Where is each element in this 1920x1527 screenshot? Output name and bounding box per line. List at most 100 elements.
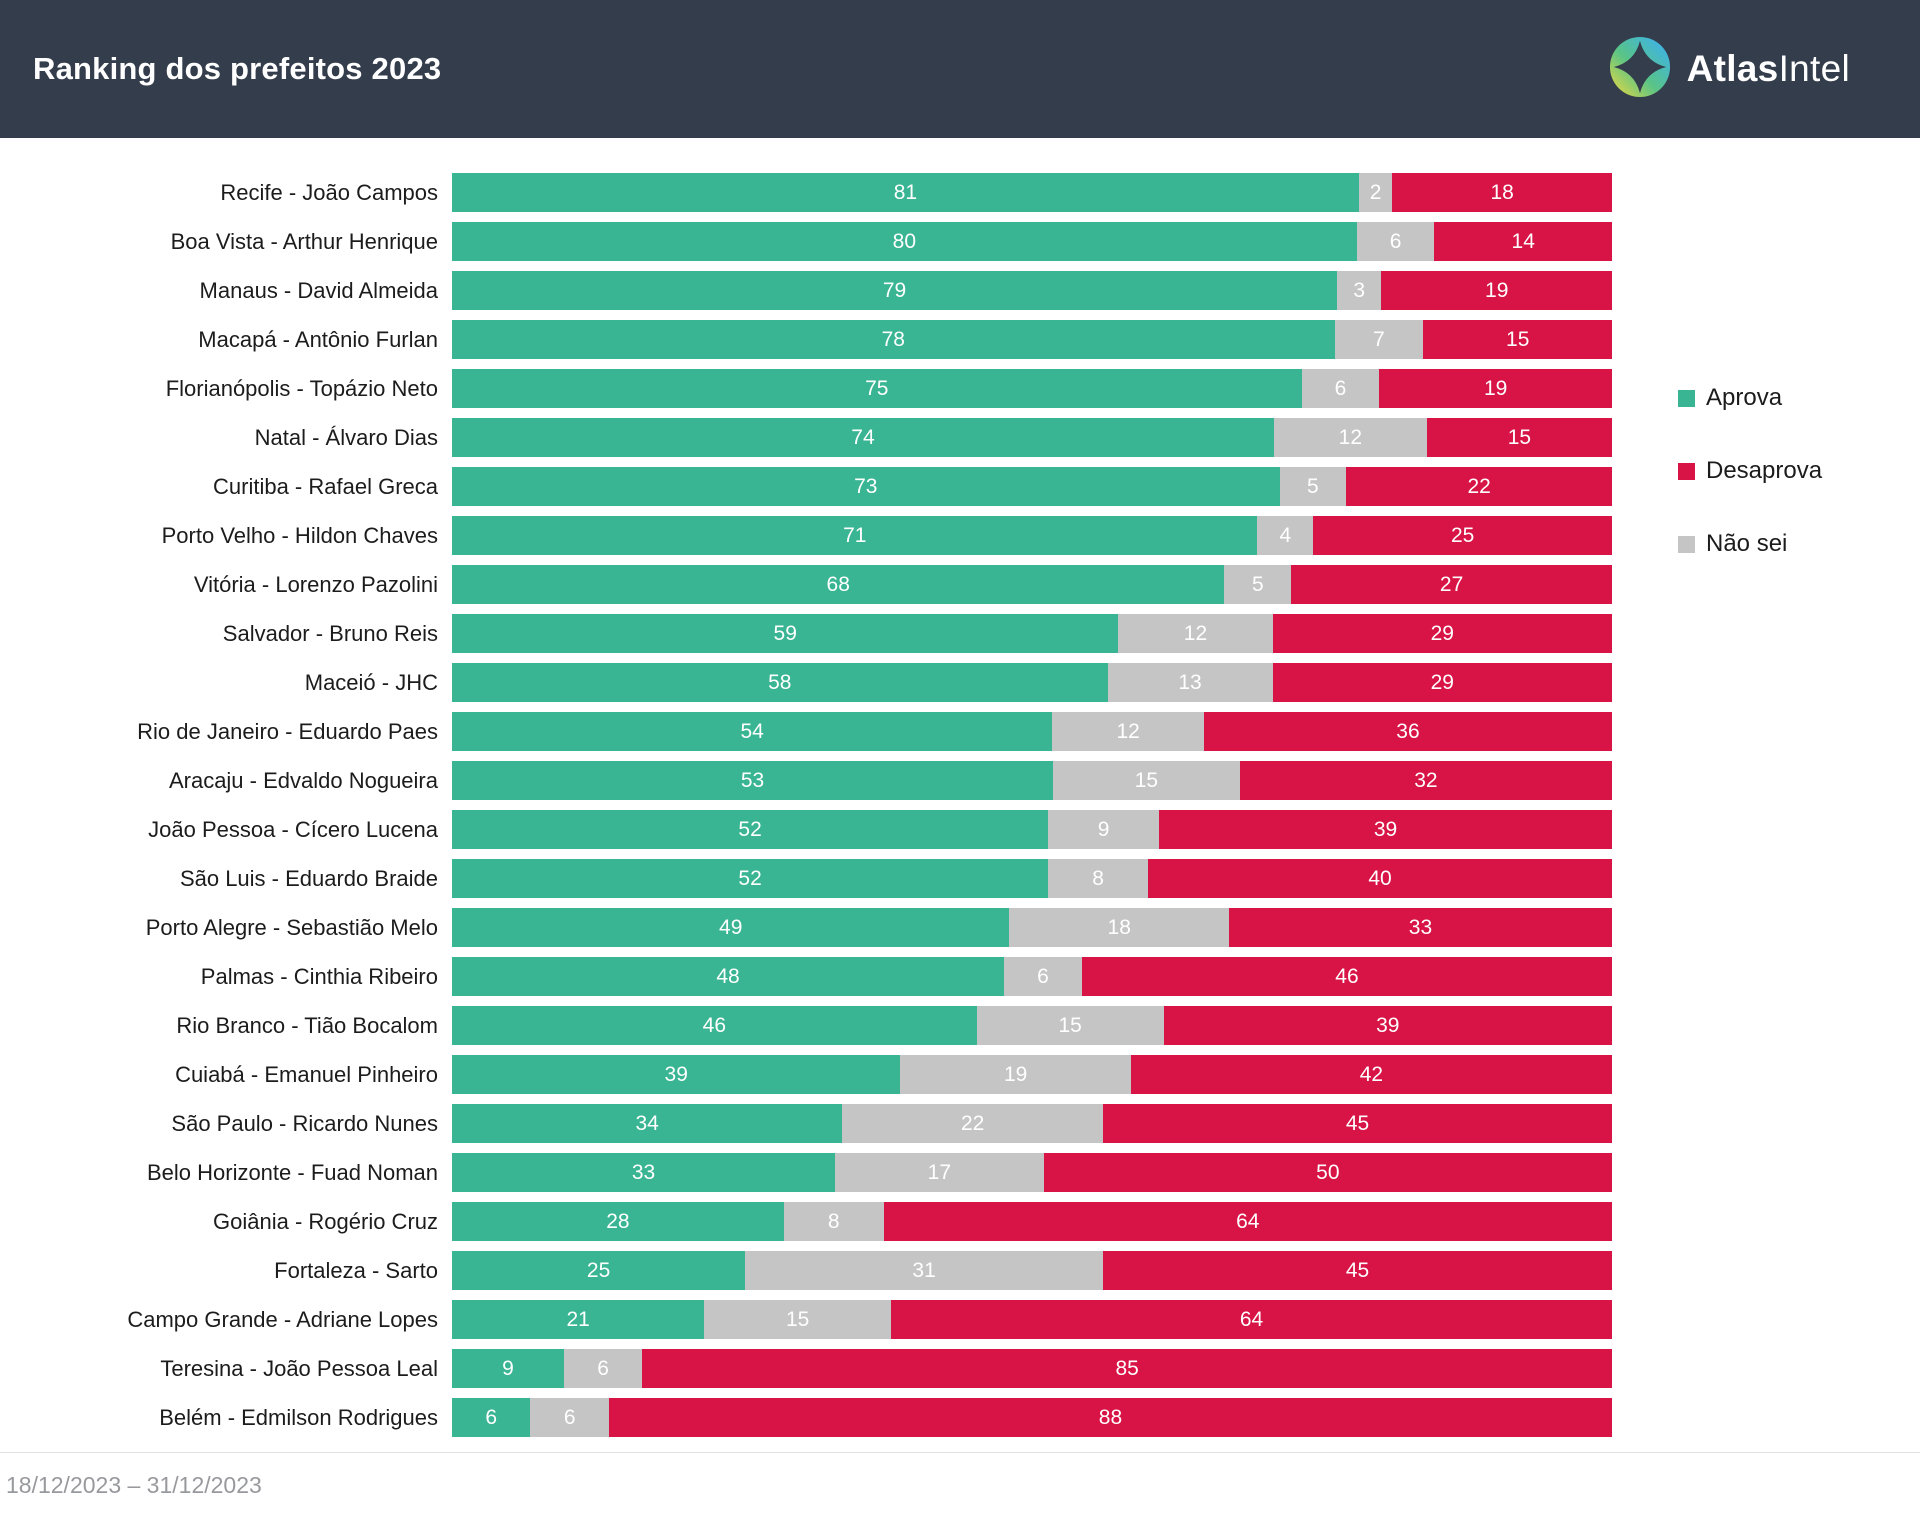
bar-segment-nao-sei[interactable]: 22 [842, 1104, 1104, 1143]
bar-value-label: 39 [1376, 1013, 1400, 1037]
bar-segment-aprova[interactable]: 33 [452, 1153, 836, 1192]
bar-segment-nao-sei[interactable]: 19 [900, 1055, 1131, 1094]
bar-segment-desaprova[interactable]: 15 [1423, 320, 1612, 359]
bar-segment-desaprova[interactable]: 36 [1203, 712, 1612, 751]
bar-segment-nao-sei[interactable]: 6 [530, 1398, 609, 1437]
bar-segment-desaprova[interactable]: 19 [1379, 369, 1612, 408]
bar-segment-aprova[interactable]: 28 [452, 1202, 784, 1241]
chart-row: Palmas - Cinthia Ribeiro 48 6 46 [0, 957, 1612, 996]
bar-segment-nao-sei[interactable]: 31 [745, 1251, 1104, 1290]
bar-segment-desaprova[interactable]: 46 [1081, 957, 1612, 996]
bar-value-label: 33 [631, 1160, 656, 1184]
bar-value-label: 50 [1316, 1160, 1340, 1184]
bar-segment-aprova[interactable]: 52 [452, 859, 1049, 898]
bar-segment-aprova[interactable]: 75 [452, 369, 1302, 408]
bar-segment-desaprova[interactable]: 27 [1291, 565, 1612, 604]
bar-segment-desaprova[interactable]: 32 [1239, 761, 1612, 800]
bar-segment-aprova[interactable]: 25 [452, 1251, 746, 1290]
bar-segment-nao-sei[interactable]: 6 [1004, 957, 1082, 996]
bar-segment-aprova[interactable]: 81 [452, 173, 1359, 212]
bar-segment-nao-sei[interactable]: 8 [1048, 859, 1148, 898]
bar-segment-nao-sei[interactable]: 6 [1301, 369, 1380, 408]
bar-segment-aprova[interactable]: 21 [452, 1300, 705, 1339]
bar-segment-desaprova[interactable]: 14 [1434, 222, 1612, 261]
chart-row: Recife - João Campos 81 2 18 [0, 173, 1612, 212]
bar-segment-aprova[interactable]: 80 [452, 222, 1357, 261]
stacked-bar: 73 5 22 [452, 467, 1612, 506]
bar-segment-aprova[interactable]: 49 [452, 908, 1010, 947]
legend-item-nao-sei[interactable]: Não sei [1678, 530, 1822, 558]
bar-segment-desaprova[interactable]: 85 [642, 1349, 1612, 1388]
stacked-bar: 49 18 33 [452, 908, 1612, 947]
bar-segment-aprova[interactable]: 79 [452, 271, 1337, 310]
bar-value-label: 8 [827, 1209, 840, 1233]
bar-value-label: 29 [1430, 670, 1454, 694]
bar-segment-nao-sei[interactable]: 12 [1273, 418, 1427, 457]
bar-value-label: 39 [1373, 817, 1398, 841]
bar-segment-nao-sei[interactable]: 4 [1257, 516, 1314, 555]
stacked-bar: 9 6 85 [452, 1349, 1612, 1388]
bar-segment-aprova[interactable]: 68 [452, 565, 1225, 604]
bar-segment-nao-sei[interactable]: 6 [563, 1349, 643, 1388]
bar-segment-desaprova[interactable]: 19 [1381, 271, 1612, 310]
bar-segment-desaprova[interactable]: 39 [1159, 810, 1612, 849]
bar-segment-aprova[interactable]: 39 [452, 1055, 901, 1094]
bar-segment-aprova[interactable]: 58 [452, 663, 1108, 702]
category-label: Maceió - JHC [304, 669, 438, 695]
bar-segment-aprova[interactable]: 6 [452, 1398, 531, 1437]
bar-segment-desaprova[interactable]: 64 [883, 1202, 1612, 1241]
bar-segment-nao-sei[interactable]: 12 [1052, 712, 1204, 751]
bar-segment-nao-sei[interactable]: 15 [704, 1300, 892, 1339]
bar-segment-aprova[interactable]: 74 [452, 418, 1274, 457]
bar-segment-aprova[interactable]: 52 [452, 810, 1049, 849]
bar-segment-aprova[interactable]: 59 [452, 614, 1119, 653]
bar-segment-desaprova[interactable]: 88 [608, 1398, 1612, 1437]
bar-segment-aprova[interactable]: 46 [452, 1006, 977, 1045]
bar-segment-nao-sei[interactable]: 12 [1118, 614, 1273, 653]
bar-segment-desaprova[interactable]: 50 [1043, 1153, 1612, 1192]
bar-segment-desaprova[interactable]: 25 [1313, 516, 1612, 555]
bar-segment-nao-sei[interactable]: 3 [1337, 271, 1382, 310]
bar-segment-nao-sei[interactable]: 15 [1053, 761, 1240, 800]
bar-value-label: 73 [854, 474, 878, 498]
legend-label: Não sei [1706, 530, 1788, 557]
legend-item-desaprova[interactable]: Desaprova [1678, 457, 1822, 485]
bar-segment-desaprova[interactable]: 40 [1148, 859, 1612, 898]
bar-segment-nao-sei[interactable]: 5 [1224, 565, 1292, 604]
header-bar: Ranking dos prefeitos 2023 AtlasIntel [0, 0, 1920, 138]
bar-segment-aprova[interactable]: 54 [452, 712, 1053, 751]
bar-segment-nao-sei[interactable]: 7 [1334, 320, 1424, 359]
bar-segment-desaprova[interactable]: 22 [1346, 467, 1612, 506]
bar-segment-nao-sei[interactable]: 17 [835, 1153, 1044, 1192]
bar-segment-aprova[interactable]: 78 [452, 320, 1335, 359]
bar-segment-nao-sei[interactable]: 18 [1009, 908, 1229, 947]
legend-item-aprova[interactable]: Aprova [1678, 384, 1822, 412]
bar-segment-nao-sei[interactable]: 8 [783, 1202, 884, 1241]
bar-segment-aprova[interactable]: 71 [452, 516, 1258, 555]
bar-segment-desaprova[interactable]: 18 [1392, 173, 1612, 212]
bar-segment-desaprova[interactable]: 33 [1228, 908, 1612, 947]
bar-segment-aprova[interactable]: 34 [452, 1104, 843, 1143]
bar-segment-aprova[interactable]: 53 [452, 761, 1054, 800]
bar-segment-nao-sei[interactable]: 15 [976, 1006, 1164, 1045]
bar-segment-nao-sei[interactable]: 6 [1356, 222, 1435, 261]
bar-segment-desaprova[interactable]: 45 [1103, 1104, 1612, 1143]
bar-segment-nao-sei[interactable]: 13 [1107, 663, 1273, 702]
bar-segment-nao-sei[interactable]: 9 [1048, 810, 1160, 849]
bar-segment-desaprova[interactable]: 45 [1103, 1251, 1612, 1290]
bar-segment-nao-sei[interactable]: 5 [1279, 467, 1347, 506]
bar-segment-desaprova[interactable]: 29 [1272, 663, 1612, 702]
bar-segment-nao-sei[interactable]: 2 [1358, 173, 1393, 212]
bar-segment-aprova[interactable]: 48 [452, 957, 1005, 996]
bar-segment-desaprova[interactable]: 39 [1163, 1006, 1612, 1045]
bar-segment-desaprova[interactable]: 42 [1130, 1055, 1612, 1094]
bar-segment-desaprova[interactable]: 15 [1426, 418, 1613, 457]
bar-value-label: 25 [586, 1258, 611, 1282]
bar-value-label: 28 [606, 1209, 630, 1233]
bar-segment-desaprova[interactable]: 29 [1272, 614, 1612, 653]
bar-segment-aprova[interactable]: 9 [452, 1349, 564, 1388]
bar-segment-aprova[interactable]: 73 [452, 467, 1280, 506]
category-label: Belo Horizonte - Fuad Noman [146, 1159, 438, 1185]
bar-value-label: 54 [740, 719, 764, 743]
bar-segment-desaprova[interactable]: 64 [891, 1300, 1612, 1339]
